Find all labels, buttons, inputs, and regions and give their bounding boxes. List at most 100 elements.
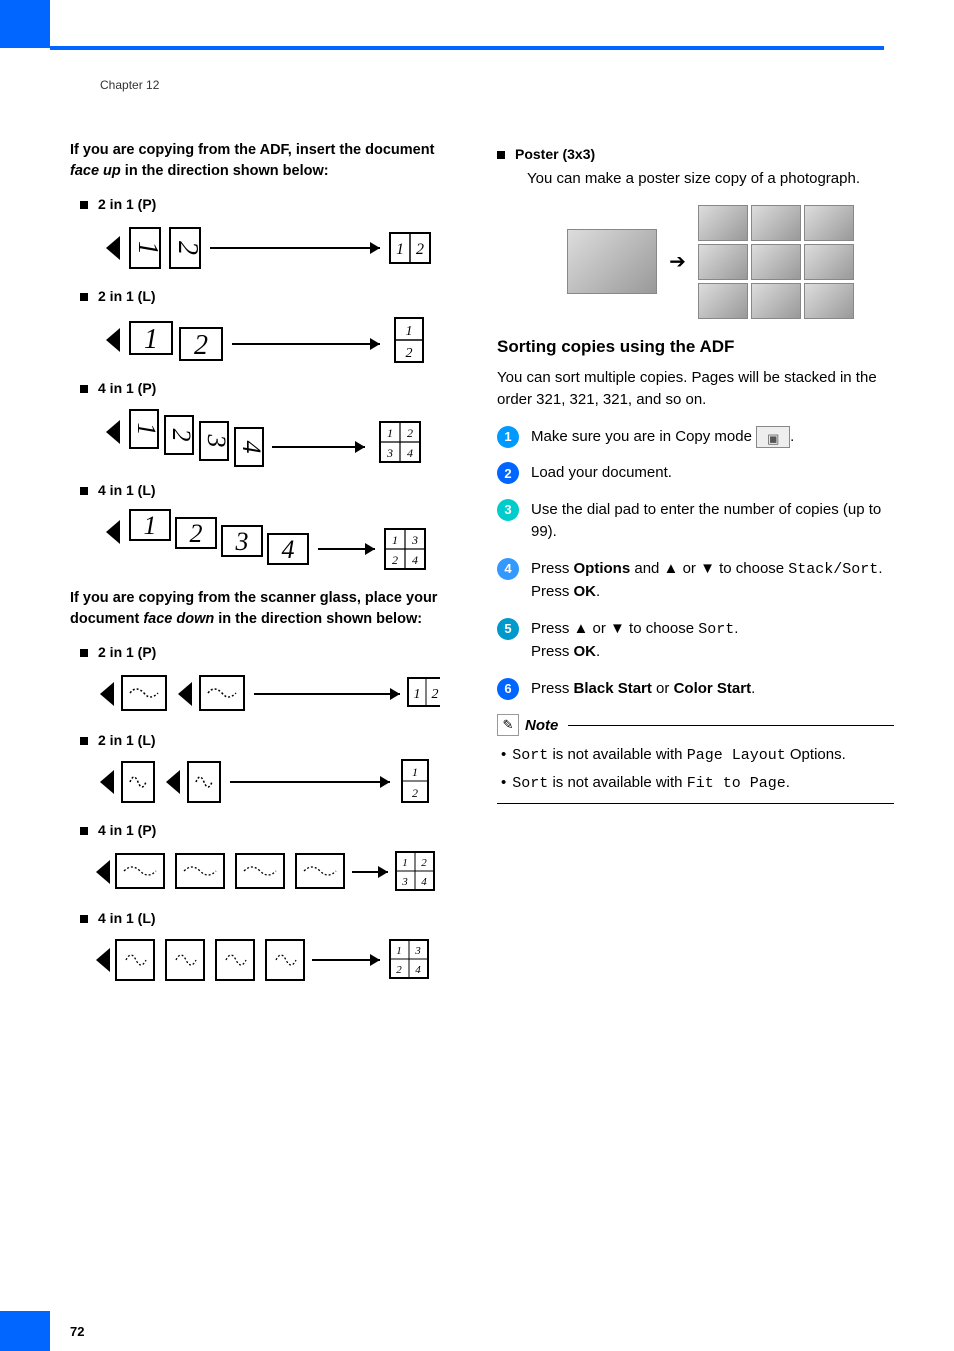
bullet-icon xyxy=(80,385,88,393)
diagram-adf-4in1l: 1 2 3 4 1 3 2 4 xyxy=(80,504,467,578)
note-item: Sort is not available with Page Layout O… xyxy=(501,744,894,768)
glass-item-4in1p: 4 in 1 (P) xyxy=(80,822,467,838)
glass-intro-em: face down xyxy=(143,611,214,627)
diagram-glass-4in1l: 132 4 xyxy=(80,932,467,988)
adf-intro-2: in the direction shown below: xyxy=(121,163,329,179)
diagram-adf-2in1p: 1 2 1 2 xyxy=(80,218,467,278)
poster-tile xyxy=(751,205,801,241)
svg-text:1: 1 xyxy=(392,533,398,547)
adf-item-2in1p: 2 in 1 (P) xyxy=(80,196,467,212)
poster-tile xyxy=(751,283,801,319)
svg-text:3: 3 xyxy=(202,434,231,448)
steps-list: 1Make sure you are in Copy mode . 2Load y… xyxy=(497,426,894,701)
glass-label-4in1p: 4 in 1 (P) xyxy=(98,822,156,838)
svg-text:4: 4 xyxy=(412,553,418,567)
glass-item-2in1l: 2 in 1 (L) xyxy=(80,732,467,748)
blue-corner-bottom xyxy=(0,1311,50,1351)
glass-label-2in1p: 2 in 1 (P) xyxy=(98,644,156,660)
svg-text:1: 1 xyxy=(387,426,393,440)
bullet-icon xyxy=(80,293,88,301)
svg-text:4: 4 xyxy=(415,964,421,976)
svg-text:1: 1 xyxy=(396,945,402,957)
bullet-icon xyxy=(497,151,505,159)
glass-item-4in1l: 4 in 1 (L) xyxy=(80,910,467,926)
svg-text:2: 2 xyxy=(412,786,418,800)
diagram-glass-2in1l: 12 xyxy=(80,754,467,812)
svg-text:2: 2 xyxy=(421,857,427,869)
svg-text:4: 4 xyxy=(421,876,427,888)
step-number-badge: 4 xyxy=(497,558,519,580)
svg-text:2: 2 xyxy=(416,241,424,258)
svg-text:2: 2 xyxy=(432,687,439,702)
diagram-adf-4in1p: 1 2 3 4 1 2 3 4 xyxy=(80,402,467,472)
header-rule xyxy=(50,46,884,50)
adf-intro-1: If you are copying from the ADF, insert … xyxy=(70,142,434,158)
svg-text:2: 2 xyxy=(190,519,203,548)
right-column: Poster (3x3) You can make a poster size … xyxy=(497,140,894,1291)
svg-text:1: 1 xyxy=(144,324,158,355)
svg-text:2: 2 xyxy=(167,429,196,442)
note-label: Note xyxy=(525,717,558,734)
bullet-icon xyxy=(80,649,88,657)
poster-tile xyxy=(698,205,748,241)
blue-corner-top xyxy=(0,0,50,48)
arrow-icon: ➔ xyxy=(669,249,686,274)
copy-mode-icon xyxy=(756,426,790,448)
step-body: Use the dial pad to enter the number of … xyxy=(531,499,894,544)
step-number-badge: 6 xyxy=(497,678,519,700)
adf-item-2in1l: 2 in 1 (L) xyxy=(80,288,467,304)
poster-tile xyxy=(698,283,748,319)
note-list: Sort is not available with Page Layout O… xyxy=(501,744,894,795)
note-box: ✎ Note Sort is not available with Page L… xyxy=(497,714,894,804)
svg-text:4: 4 xyxy=(282,535,295,564)
poster-text: You can make a poster size copy of a pho… xyxy=(527,168,894,191)
diagram-glass-4in1p: 1234 xyxy=(80,844,467,900)
step-number-badge: 2 xyxy=(497,462,519,484)
bullet-icon xyxy=(80,827,88,835)
glass-intro: If you are copying from the scanner glas… xyxy=(70,588,467,630)
svg-text:2: 2 xyxy=(407,426,413,440)
adf-item-4in1p: 4 in 1 (P) xyxy=(80,380,467,396)
adf-intro-em: face up xyxy=(70,163,121,179)
svg-text:2: 2 xyxy=(194,330,208,361)
left-column: If you are copying from the ADF, insert … xyxy=(70,140,467,1291)
svg-text:2: 2 xyxy=(396,964,402,976)
step-number-badge: 5 xyxy=(497,618,519,640)
step-4: 4Press Options and ▲ or ▼ to choose Stac… xyxy=(497,558,894,604)
bullet-icon xyxy=(80,915,88,923)
page-number: 72 xyxy=(70,1324,84,1339)
glass-label-2in1l: 2 in 1 (L) xyxy=(98,732,156,748)
bullet-icon xyxy=(80,487,88,495)
svg-text:2: 2 xyxy=(392,553,398,567)
adf-label-4in1l: 4 in 1 (L) xyxy=(98,482,156,498)
svg-text:1: 1 xyxy=(132,241,163,255)
note-item: Sort is not available with Fit to Page. xyxy=(501,772,894,796)
poster-tile xyxy=(804,205,854,241)
step-body: Press Black Start or Color Start. xyxy=(531,678,894,701)
poster-diagram: ➔ xyxy=(527,205,894,319)
svg-text:4: 4 xyxy=(237,441,266,454)
poster-tile xyxy=(698,244,748,280)
note-header: ✎ Note xyxy=(497,714,894,736)
svg-text:1: 1 xyxy=(132,423,161,436)
poster-grid xyxy=(698,205,854,319)
poster-tile xyxy=(804,283,854,319)
adf-item-4in1l: 4 in 1 (L) xyxy=(80,482,467,498)
step-1: 1Make sure you are in Copy mode . xyxy=(497,426,894,449)
svg-text:1: 1 xyxy=(144,511,157,540)
step-number-badge: 3 xyxy=(497,499,519,521)
svg-text:2: 2 xyxy=(172,241,203,255)
bullet-icon xyxy=(80,737,88,745)
step-6: 6 Press Black Start or Color Start. xyxy=(497,678,894,701)
svg-text:3: 3 xyxy=(414,945,421,957)
svg-text:1: 1 xyxy=(402,857,408,869)
step-2: 2Load your document. xyxy=(497,462,894,485)
sorting-intro: You can sort multiple copies. Pages will… xyxy=(497,367,894,412)
adf-label-2in1l: 2 in 1 (L) xyxy=(98,288,156,304)
step-number-badge: 1 xyxy=(497,426,519,448)
sorting-heading: Sorting copies using the ADF xyxy=(497,337,894,357)
diagram-adf-2in1l: 1 2 1 2 xyxy=(80,310,467,370)
glass-intro-2: in the direction shown below: xyxy=(214,611,422,627)
adf-label-4in1p: 4 in 1 (P) xyxy=(98,380,156,396)
svg-text:3: 3 xyxy=(235,527,249,556)
